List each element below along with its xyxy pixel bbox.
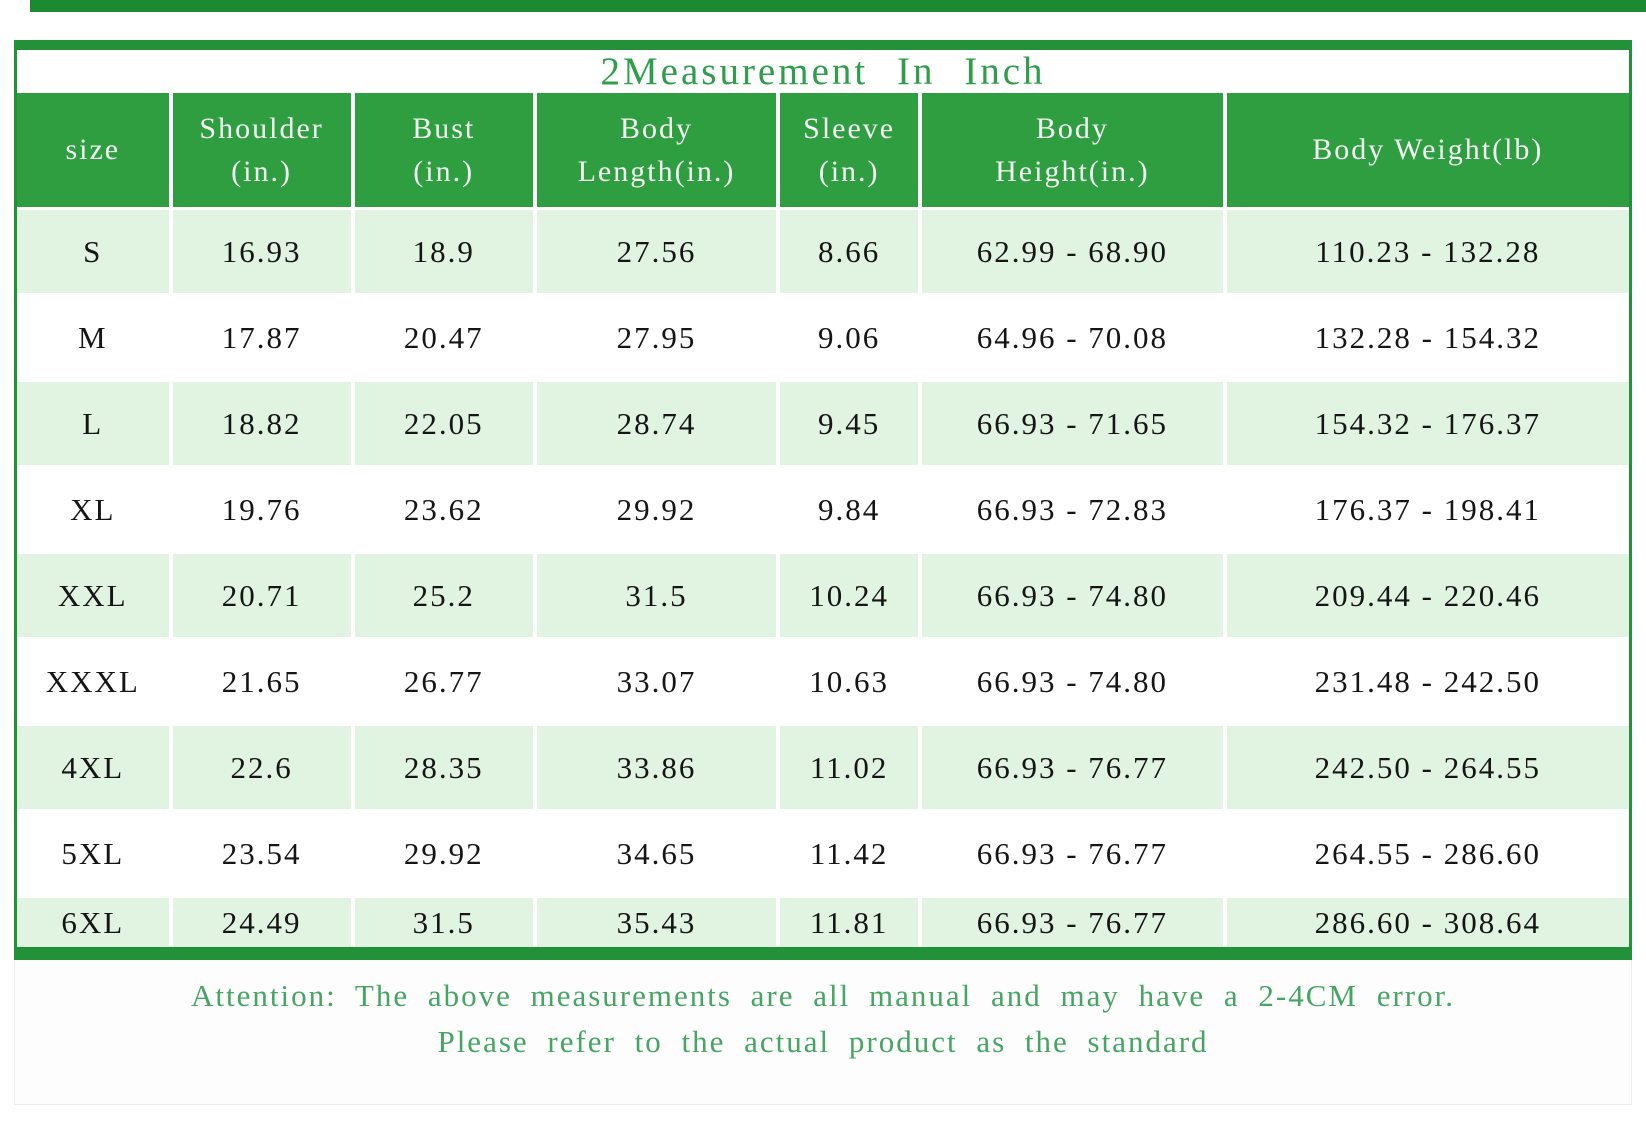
value-cell: 66.93 - 76.77 xyxy=(918,812,1223,895)
value-cell: 62.99 - 68.90 xyxy=(918,210,1223,293)
value-cell: 19.76 xyxy=(168,468,351,551)
top-gap xyxy=(0,12,1646,40)
value-cell: 17.87 xyxy=(168,296,351,379)
value-cell: 9.84 xyxy=(776,468,919,551)
value-cell: 29.92 xyxy=(532,468,777,551)
value-cell: 11.42 xyxy=(776,812,919,895)
value-cell: 33.86 xyxy=(532,726,777,809)
table-row: 4XL 22.6 28.35 33.86 11.02 66.93 - 76.77 242.5… xyxy=(17,723,1629,809)
table-row: XL 19.76 23.62 29.92 9.84 66.93 - 72.83 176.37… xyxy=(17,465,1629,551)
value-cell: 28.35 xyxy=(350,726,533,809)
value-cell: 154.32 - 176.37 xyxy=(1222,382,1629,465)
column-header-sleeve: Sleeve (in.) xyxy=(776,93,919,207)
value-cell: 28.74 xyxy=(532,382,777,465)
value-cell: 33.07 xyxy=(532,640,777,723)
value-cell: 9.45 xyxy=(776,382,919,465)
size-cell: M xyxy=(17,296,169,379)
size-cell: 5XL xyxy=(17,812,169,895)
value-cell: 21.65 xyxy=(168,640,351,723)
value-cell: 27.56 xyxy=(532,210,777,293)
size-table: 2Measurement In Inch size Shoulder (in.)… xyxy=(14,40,1632,960)
value-cell: 242.50 - 264.55 xyxy=(1222,726,1629,809)
column-header-body-height: Body Height(in.) xyxy=(918,93,1223,207)
value-cell: 10.63 xyxy=(776,640,919,723)
table-row: L 18.82 22.05 28.74 9.45 66.93 - 71.65 154.32 … xyxy=(17,379,1629,465)
value-cell: 22.6 xyxy=(168,726,351,809)
table-row: S 16.93 18.9 27.56 8.66 62.99 - 68.90 110.23 -… xyxy=(17,207,1629,293)
value-cell: 66.93 - 76.77 xyxy=(918,898,1223,947)
size-cell: S xyxy=(17,210,169,293)
size-cell: 4XL xyxy=(17,726,169,809)
attention-line-1: Attention: The above measurements are al… xyxy=(190,978,1455,1013)
table-row: M 17.87 20.47 27.95 9.06 64.96 - 70.08 132.28 … xyxy=(17,293,1629,379)
column-header-body-length: Body Length(in.) xyxy=(532,93,777,207)
column-header-shoulder: Shoulder (in.) xyxy=(168,93,351,207)
value-cell: 20.47 xyxy=(350,296,533,379)
value-cell: 26.77 xyxy=(350,640,533,723)
value-cell: 110.23 - 132.28 xyxy=(1222,210,1629,293)
column-header-body-weight: Body Weight(lb) xyxy=(1222,93,1629,207)
value-cell: 231.48 - 242.50 xyxy=(1222,640,1629,723)
value-cell: 11.02 xyxy=(776,726,919,809)
table-row: XXXL 21.65 26.77 33.07 10.63 66.93 - 74.80 231… xyxy=(17,637,1629,723)
value-cell: 66.93 - 71.65 xyxy=(918,382,1223,465)
page-title: 2Measurement In Inch xyxy=(600,50,1046,93)
title-band: 2Measurement In Inch xyxy=(17,50,1629,93)
table-header-row: size Shoulder (in.) Bust (in.) Body Leng… xyxy=(17,93,1629,207)
attention-note: Attention: The above measurements are al… xyxy=(14,960,1632,1105)
value-cell: 286.60 - 308.64 xyxy=(1222,898,1629,947)
top-divider-bar xyxy=(30,0,1646,12)
value-cell: 18.82 xyxy=(168,382,351,465)
value-cell: 23.54 xyxy=(168,812,351,895)
value-cell: 25.2 xyxy=(350,554,533,637)
value-cell: 11.81 xyxy=(776,898,919,947)
value-cell: 34.65 xyxy=(532,812,777,895)
value-cell: 66.93 - 76.77 xyxy=(918,726,1223,809)
value-cell: 24.49 xyxy=(168,898,351,947)
value-cell: 66.93 - 72.83 xyxy=(918,468,1223,551)
value-cell: 20.71 xyxy=(168,554,351,637)
size-cell: XXXL xyxy=(17,640,169,723)
column-header-bust: Bust (in.) xyxy=(350,93,533,207)
value-cell: 16.93 xyxy=(168,210,351,293)
attention-line-2: Please refer to the actual product as th… xyxy=(437,1024,1209,1059)
table-row: 6XL 24.49 31.5 35.43 11.81 66.93 - 76.77 286.6… xyxy=(17,895,1629,947)
table-body: S 16.93 18.9 27.56 8.66 62.99 - 68.90 110.23 -… xyxy=(17,207,1629,947)
value-cell: 31.5 xyxy=(350,898,533,947)
value-cell: 29.92 xyxy=(350,812,533,895)
column-header-size: size xyxy=(17,93,169,207)
size-cell: XL xyxy=(17,468,169,551)
value-cell: 18.9 xyxy=(350,210,533,293)
table-bottom-border xyxy=(14,947,1632,960)
value-cell: 66.93 - 74.80 xyxy=(918,640,1223,723)
value-cell: 209.44 - 220.46 xyxy=(1222,554,1629,637)
size-cell: XXL xyxy=(17,554,169,637)
value-cell: 264.55 - 286.60 xyxy=(1222,812,1629,895)
value-cell: 9.06 xyxy=(776,296,919,379)
size-cell: 6XL xyxy=(17,898,169,947)
value-cell: 64.96 - 70.08 xyxy=(918,296,1223,379)
table-row: 5XL 23.54 29.92 34.65 11.42 66.93 - 76.77 264.… xyxy=(17,809,1629,895)
value-cell: 66.93 - 74.80 xyxy=(918,554,1223,637)
value-cell: 10.24 xyxy=(776,554,919,637)
value-cell: 35.43 xyxy=(532,898,777,947)
size-cell: L xyxy=(17,382,169,465)
value-cell: 23.62 xyxy=(350,468,533,551)
value-cell: 132.28 - 154.32 xyxy=(1222,296,1629,379)
value-cell: 8.66 xyxy=(776,210,919,293)
value-cell: 176.37 - 198.41 xyxy=(1222,468,1629,551)
value-cell: 22.05 xyxy=(350,382,533,465)
value-cell: 31.5 xyxy=(532,554,777,637)
value-cell: 27.95 xyxy=(532,296,777,379)
table-row: XXL 20.71 25.2 31.5 10.24 66.93 - 74.80 209.44… xyxy=(17,551,1629,637)
